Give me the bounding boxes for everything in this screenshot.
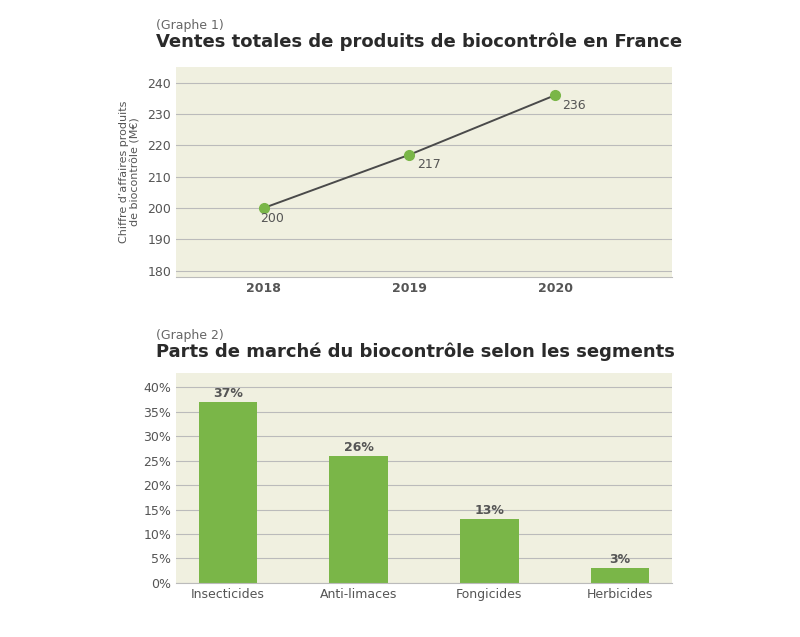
Bar (590, 568, 650, 583)
Bar (198, 402, 258, 583)
Bar (330, 455, 388, 583)
Text: 217: 217 (417, 159, 441, 171)
Text: 13%: 13% (474, 505, 504, 517)
Text: 200: 200 (261, 212, 285, 225)
Text: 3%: 3% (610, 553, 630, 566)
Text: 37%: 37% (213, 387, 243, 400)
Text: (Graphe 1): (Graphe 1) (156, 18, 224, 32)
Text: Parts de marché du biocontrôle selon les segments: Parts de marché du biocontrôle selon les… (156, 342, 675, 361)
Y-axis label: Chiffre d’affaires produits
de biocontrôle (M€): Chiffre d’affaires produits de biocontrô… (118, 101, 140, 243)
Bar (460, 519, 518, 583)
Text: 26%: 26% (344, 441, 374, 454)
Text: Ventes totales de produits de biocontrôle en France: Ventes totales de produits de biocontrôl… (156, 32, 682, 50)
Text: 236: 236 (562, 99, 586, 112)
Text: (Graphe 2): (Graphe 2) (156, 329, 224, 342)
